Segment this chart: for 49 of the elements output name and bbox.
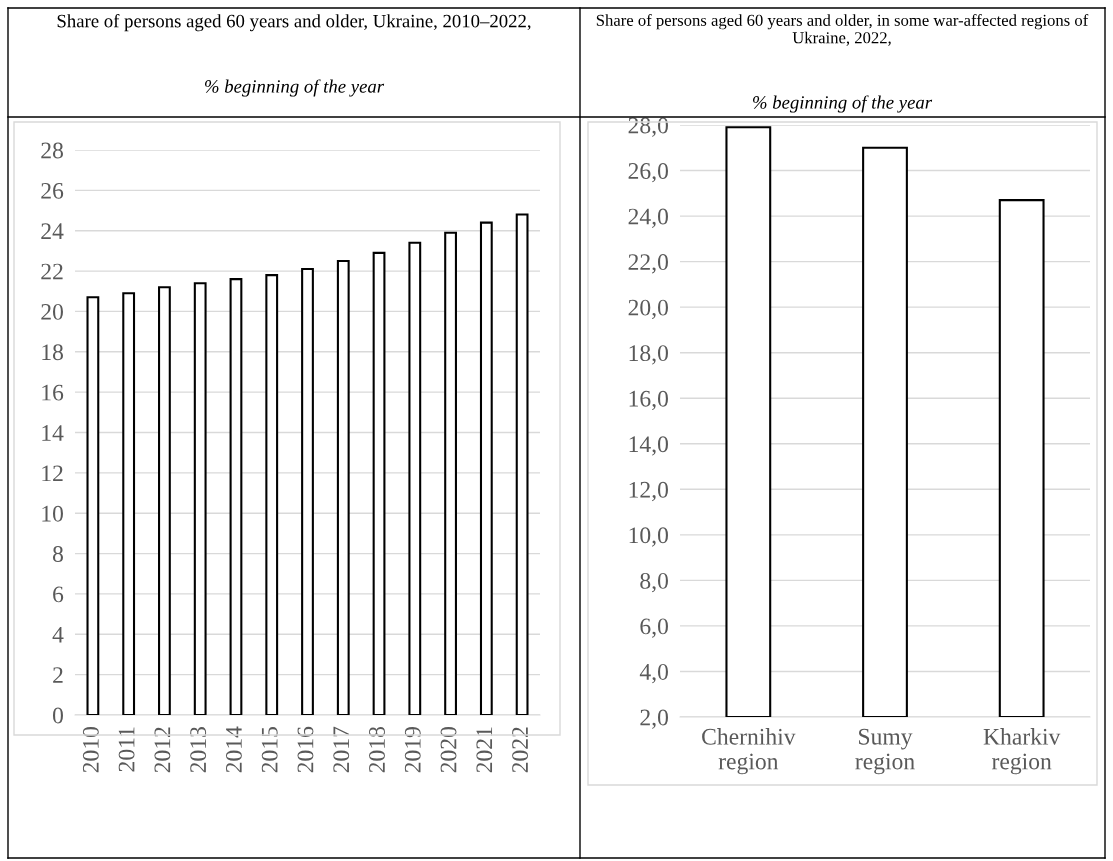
y-tick-label: 12,0 bbox=[629, 481, 668, 502]
y-tick-label: 14,0 bbox=[629, 436, 668, 456]
y-tick-label: 16 bbox=[42, 384, 64, 401]
y-tick-label: 12 bbox=[42, 465, 63, 482]
y-tick-label: 4,0 bbox=[639, 663, 668, 684]
chart-subtitle: % beginning of the year bbox=[752, 95, 933, 113]
y-tick-label: 22,0 bbox=[628, 254, 668, 274]
y-tick-label: 18,0 bbox=[629, 345, 668, 365]
chart-title: Share of persons aged 60 years and older, in some war-affected regions of Ukraine, 2022, bbox=[596, 14, 1089, 46]
x-tick-label: 2013 bbox=[190, 727, 207, 773]
x-tick-label: 2019 bbox=[404, 727, 421, 773]
x-tick-label: Sumy region bbox=[855, 728, 915, 775]
y-tick-label: 6 bbox=[53, 586, 64, 603]
y-tick-label: 14 bbox=[42, 425, 64, 441]
chart-subtitle: % beginning of the year bbox=[204, 79, 385, 97]
chart-title: Share of persons aged 60 years and older, Ukraine, 2010–2022, bbox=[57, 14, 531, 32]
x-tick-label: Chernihiv region bbox=[702, 728, 796, 775]
y-tick-label: 22 bbox=[41, 263, 63, 280]
y-tick-label: 26,0 bbox=[628, 163, 668, 183]
y-tick-label: 10 bbox=[42, 505, 63, 522]
y-tick-label: 8,0 bbox=[640, 572, 668, 593]
y-tick-label: 24,0 bbox=[628, 208, 668, 228]
y-tick-label: 28,0 bbox=[628, 117, 668, 137]
y-tick-label: 20 bbox=[41, 303, 63, 320]
y-tick-label: 16,0 bbox=[629, 390, 668, 411]
y-tick-label: 4 bbox=[52, 626, 64, 643]
y-tick-label: 26 bbox=[41, 182, 64, 199]
y-tick-label: 0 bbox=[52, 707, 63, 724]
x-tick-label: 2021 bbox=[476, 727, 493, 773]
x-tick-label: 2022 bbox=[512, 727, 529, 773]
y-tick-label: 20,0 bbox=[628, 299, 668, 319]
x-tick-label: 2016 bbox=[297, 726, 314, 773]
y-tick-label: 18 bbox=[42, 344, 63, 361]
x-tick-label: 2010 bbox=[82, 727, 99, 773]
y-tick-label: 24 bbox=[41, 223, 64, 239]
x-tick-label: 2020 bbox=[440, 727, 457, 773]
x-tick-label: 2011 bbox=[118, 727, 135, 772]
x-tick-label: 2014 bbox=[225, 726, 242, 773]
y-tick-label: 2,0 bbox=[640, 709, 668, 729]
x-tick-label: 2018 bbox=[369, 727, 385, 773]
y-tick-label: 10,0 bbox=[629, 527, 668, 547]
y-tick-label: 6,0 bbox=[640, 618, 668, 638]
x-tick-label: Kharkiv region bbox=[983, 728, 1061, 775]
x-tick-label: 2017 bbox=[333, 726, 350, 773]
x-tick-label: 2015 bbox=[261, 727, 278, 773]
y-tick-label: 8 bbox=[52, 546, 63, 562]
y-tick-label: 2 bbox=[53, 667, 63, 683]
x-tick-label: 2012 bbox=[154, 727, 171, 773]
y-tick-label: 28 bbox=[41, 142, 63, 159]
